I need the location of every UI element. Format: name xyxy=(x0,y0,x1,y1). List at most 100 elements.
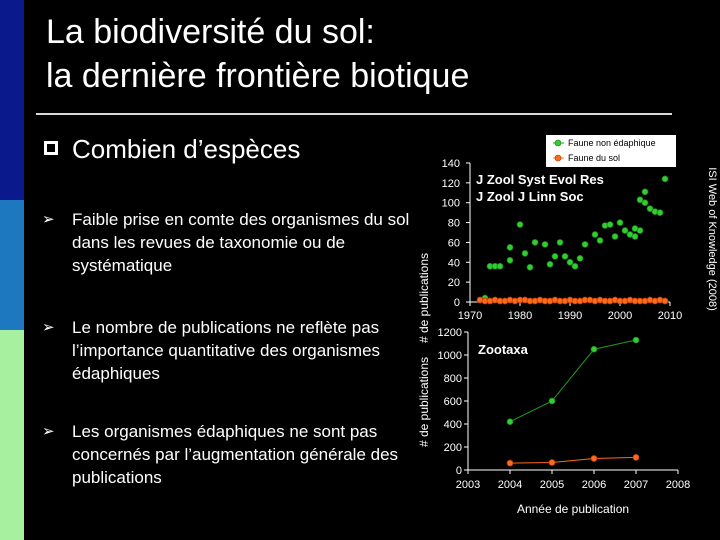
slide-title-line-2: la dernière frontière biotique xyxy=(46,57,470,95)
bottom-x-tick-label: 2005 xyxy=(540,479,564,491)
top-point-non-edaphic xyxy=(531,239,539,246)
legend-label-soil: Faune du sol xyxy=(568,153,620,163)
square-bullet-icon xyxy=(44,141,58,155)
top-point-non-edaphic xyxy=(576,254,584,262)
accent-bar-top xyxy=(0,0,24,200)
top-point-non-edaphic xyxy=(641,188,649,196)
top-point-non-edaphic xyxy=(641,199,649,207)
top-point-non-edaphic xyxy=(506,256,514,264)
bottom-line-chart: 0 200 400 600 800 1000 1200 2003 2004 2005 2006 200… xyxy=(417,327,690,516)
bullet-item-2: ➢ Le nombre de publications ne reflète p… xyxy=(42,316,412,385)
top-y-tick-label: 120 xyxy=(442,178,460,190)
bottom-x-tick-label: 2007 xyxy=(624,479,648,491)
legend-marker-non-edaphic xyxy=(554,139,562,147)
top-point-non-edaphic xyxy=(656,209,664,216)
top-point-non-edaphic xyxy=(636,227,644,234)
top-x-tick-label: 2000 xyxy=(608,310,632,322)
top-x-tick-label: 2010 xyxy=(658,310,682,322)
top-point-non-edaphic xyxy=(606,221,614,228)
bottom-point-non-edaphic xyxy=(548,397,556,405)
top-point-non-edaphic xyxy=(596,237,604,244)
top-point-non-edaphic xyxy=(506,244,514,251)
bottom-y-tick-label: 1200 xyxy=(438,327,462,339)
top-point-non-edaphic xyxy=(616,219,624,226)
bullet-text-2: Le nombre de publications ne reflète pas… xyxy=(72,318,381,383)
top-y-tick-label: 0 xyxy=(454,297,460,309)
bottom-x-axis-label: Année de publication xyxy=(517,502,629,516)
bottom-x-tick-label: 2008 xyxy=(666,479,690,491)
top-point-soil xyxy=(661,297,669,305)
slide-title: La biodiversité du sol: la dernière fron… xyxy=(46,10,666,98)
bottom-point-soil xyxy=(506,459,514,467)
top-scatter-chart: 0 20 40 60 80 100 120 140 1970 1980 1990 2000 2010 #… xyxy=(417,135,682,343)
legend-label-non-edaphic: Faune non édaphique xyxy=(568,138,656,148)
top-point-non-edaphic xyxy=(571,262,579,270)
top-point-non-edaphic xyxy=(556,239,564,246)
legend-box xyxy=(546,135,676,167)
bottom-y-tick-label: 200 xyxy=(444,442,462,454)
top-y-tick-label: 140 xyxy=(442,158,460,170)
top-point-non-edaphic xyxy=(526,263,534,271)
top-point-non-edaphic xyxy=(611,233,619,240)
bottom-y-tick-label: 0 xyxy=(456,465,462,477)
title-divider xyxy=(36,113,672,115)
top-point-non-edaphic xyxy=(566,258,574,266)
bullet-item-3: ➢ Les organismes édaphiques ne sont pas … xyxy=(42,420,412,489)
top-point-non-edaphic xyxy=(541,241,549,248)
bullet-text-1: Faible prise en comte des organismes du … xyxy=(72,210,410,275)
top-point-non-edaphic xyxy=(631,233,639,240)
top-y-tick-label: 20 xyxy=(448,277,460,289)
top-x-tick-label: 1990 xyxy=(558,310,582,322)
top-point-non-edaphic xyxy=(551,252,559,260)
bottom-point-non-edaphic xyxy=(590,345,598,353)
bottom-point-non-edaphic xyxy=(632,336,640,344)
top-legend: Faune non édaphique Faune du sol xyxy=(546,135,676,167)
top-point-non-edaphic xyxy=(546,260,554,268)
bottom-point-non-edaphic xyxy=(506,418,514,426)
section-heading: Combien d’espèces xyxy=(44,133,300,165)
bottom-y-axis-label: # de publications xyxy=(417,357,431,447)
top-point-non-edaphic xyxy=(516,221,524,228)
arrow-bullet-icon: ➢ xyxy=(42,319,55,336)
top-y-tick-label: 60 xyxy=(448,237,460,249)
bottom-series-line-soil xyxy=(509,456,637,464)
top-y-tick-label: 40 xyxy=(448,257,460,269)
top-y-tick-label: 80 xyxy=(448,218,460,230)
top-annotation-line-2: J Zool J Linn Soc xyxy=(476,189,584,204)
top-point-non-edaphic xyxy=(496,262,504,270)
bottom-annotation: Zootaxa xyxy=(478,342,529,357)
bullet-item-1: ➢ Faible prise en comte des organismes d… xyxy=(42,208,412,277)
arrow-bullet-icon: ➢ xyxy=(42,211,55,228)
top-point-non-edaphic xyxy=(661,175,669,183)
bottom-y-tick-label: 800 xyxy=(444,373,462,385)
bottom-point-soil xyxy=(590,455,598,462)
top-point-non-edaphic xyxy=(581,241,589,248)
bottom-x-tick-label: 2003 xyxy=(456,479,480,491)
accent-bar-middle xyxy=(0,200,24,330)
slide-title-line-1: La biodiversité du sol: xyxy=(46,13,375,51)
section-heading-text: Combien d’espèces xyxy=(72,134,301,164)
arrow-bullet-icon: ➢ xyxy=(42,423,55,440)
bottom-point-soil xyxy=(632,454,640,461)
top-point-non-edaphic xyxy=(591,231,599,238)
accent-bar-bottom xyxy=(0,330,24,540)
top-point-non-edaphic xyxy=(621,227,629,234)
bottom-y-tick-label: 400 xyxy=(444,419,462,431)
source-citation: ISI Web of Knowledge (2008) xyxy=(706,167,718,311)
bottom-y-tick-label: 600 xyxy=(444,396,462,408)
legend-marker-soil xyxy=(554,154,562,162)
bullet-text-3: Les organismes édaphiques ne sont pas co… xyxy=(72,422,399,487)
top-y-axis-label: # de publications xyxy=(417,253,431,343)
bottom-y-tick-label: 1000 xyxy=(438,350,462,362)
bottom-point-soil xyxy=(548,459,556,466)
top-point-non-edaphic xyxy=(561,252,569,260)
top-point-non-edaphic xyxy=(521,249,529,257)
top-point-non-edaphic xyxy=(646,205,654,213)
bottom-series-line-non-edaphic xyxy=(509,339,637,423)
top-point-non-edaphic xyxy=(636,196,644,204)
bottom-x-tick-label: 2004 xyxy=(498,479,522,491)
top-annotation-line-1: J Zool Syst Evol Res xyxy=(476,172,604,187)
bottom-x-tick-label: 2006 xyxy=(582,479,606,491)
top-y-tick-label: 100 xyxy=(442,198,460,210)
